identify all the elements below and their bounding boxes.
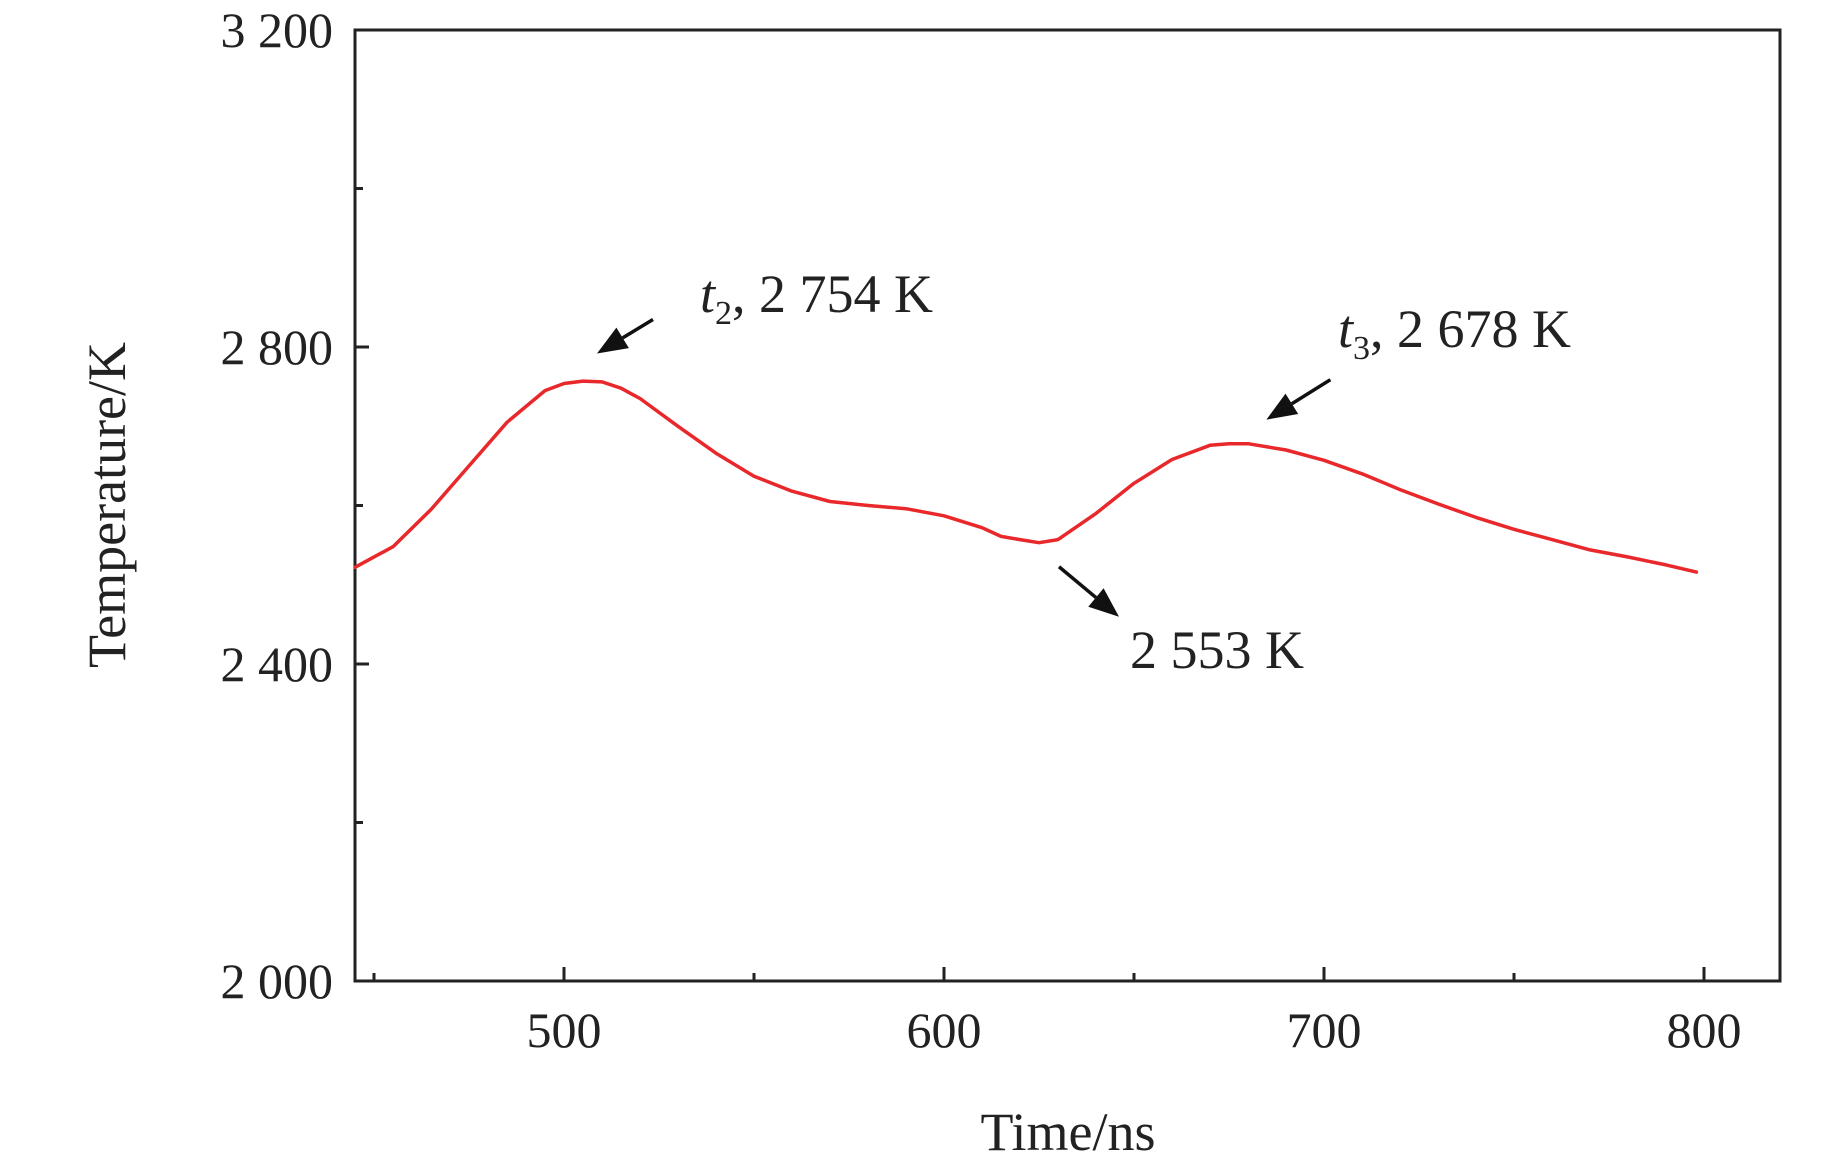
arrow-t3-head [1266, 393, 1299, 420]
y-tick-label: 3 200 [221, 2, 334, 58]
y-axis-title: Temperature/K [77, 342, 137, 668]
plot-frame [353, 28, 1782, 983]
arrow-min-shaft [1057, 565, 1098, 599]
x-axis-title: Time/ns [980, 1102, 1155, 1162]
y-tick-label: 2 800 [221, 319, 334, 375]
annotation-t2: t2, 2 754 K [700, 264, 933, 332]
x-tick-label: 500 [527, 1002, 602, 1058]
x-tick-label: 800 [1667, 1002, 1742, 1058]
annotation-t3: t3, 2 678 K [1338, 299, 1571, 367]
annotation-min: 2 553 K [1130, 620, 1304, 680]
annotation-t2-value: , 2 754 K [732, 264, 933, 324]
arrow-t2-shaft [621, 317, 654, 340]
arrow-min-head [1088, 588, 1119, 617]
x-tick-label: 700 [1287, 1002, 1362, 1058]
arrow-t3-shaft [1290, 378, 1332, 406]
annotation-t3-symbol: t [1338, 299, 1355, 359]
annotation-t3-value: , 2 678 K [1370, 299, 1571, 359]
annotation-t2-subscript: 2 [715, 295, 732, 332]
temperature-line [353, 379, 1699, 574]
y-tick-label: 2 000 [221, 953, 334, 1009]
x-axis: 500 600 700 800 [372, 967, 1742, 1058]
y-tick-label: 2 400 [221, 636, 334, 692]
annotation-arrows [597, 317, 1332, 617]
annotation-t3-subscript: 3 [1353, 330, 1370, 367]
x-tick-label: 600 [907, 1002, 982, 1058]
annotation-t2-symbol: t [700, 264, 717, 324]
arrow-t2-head [597, 327, 629, 354]
y-axis: 2 000 2 400 2 800 3 200 [221, 2, 369, 1009]
